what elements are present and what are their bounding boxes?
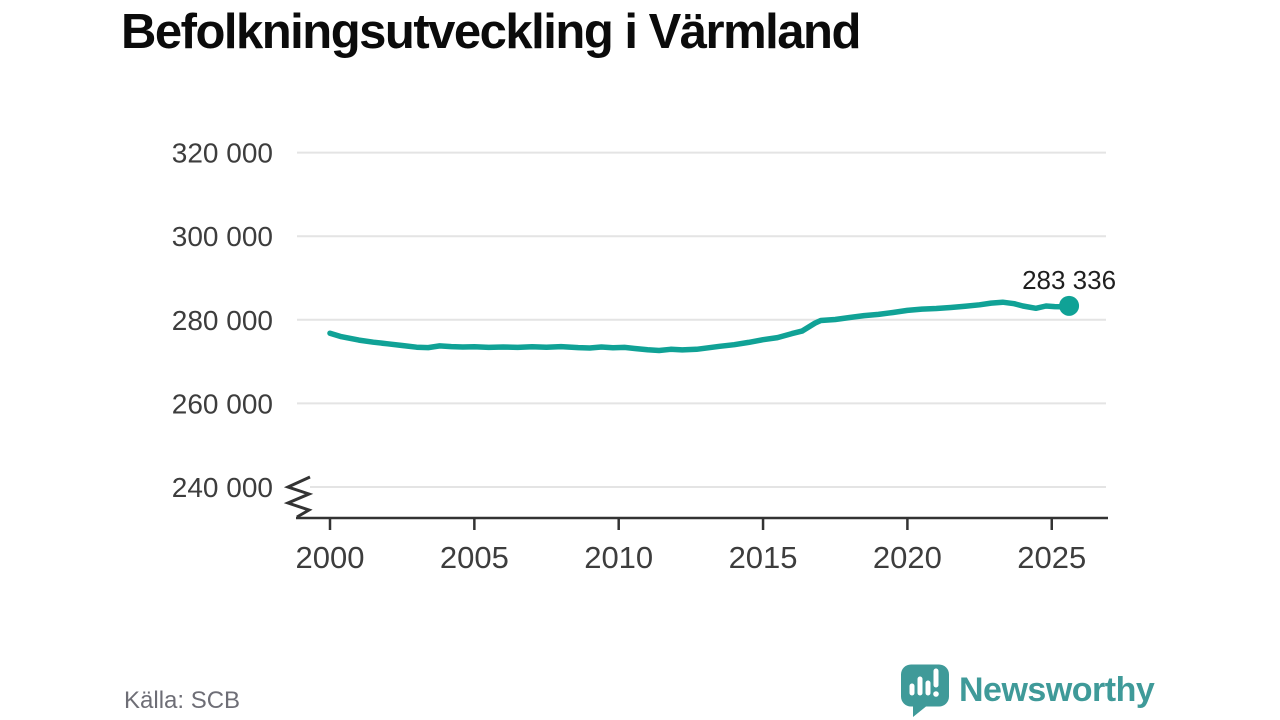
x-tick-label: 2025 <box>1017 540 1086 575</box>
y-tick-label: 280 000 <box>172 305 273 336</box>
y-tick-label: 320 000 <box>172 138 273 169</box>
end-point-dot <box>1059 295 1080 316</box>
bar-2 <box>917 676 923 696</box>
y-tick-label: 240 000 <box>172 472 273 503</box>
x-tick-label: 2020 <box>873 540 942 575</box>
axis-break-mark <box>283 475 314 519</box>
exclamation-bar <box>933 668 939 688</box>
chart-title: Befolkningsutveckling i Värmland <box>121 5 861 59</box>
bar-1 <box>909 683 915 696</box>
brand-name: Newsworthy <box>959 671 1155 709</box>
x-tick-label: 2000 <box>296 540 365 575</box>
y-tick-label: 300 000 <box>172 221 273 252</box>
y-tick-label: 260 000 <box>172 388 273 419</box>
speech-bubble-shape <box>901 664 949 717</box>
bar-3 <box>925 680 931 696</box>
gridlines <box>297 151 1106 488</box>
data-series <box>327 299 1072 354</box>
exclamation-dot <box>933 691 939 697</box>
x-tick-label: 2010 <box>584 540 653 575</box>
x-axis: 2000 2005 2010 2015 2020 2025 <box>283 475 1108 575</box>
y-axis-labels: 240 000 260 000 280 000 300 000 320 000 <box>172 138 273 503</box>
newsworthy-logo-icon <box>901 664 949 717</box>
x-tick-label: 2015 <box>729 540 798 575</box>
brand-logo: Newsworthy <box>900 663 1155 718</box>
annotations: 283 336 <box>1022 265 1116 316</box>
population-line <box>327 299 1072 354</box>
end-value-label: 283 336 <box>1022 265 1116 295</box>
x-tick-label: 2005 <box>440 540 509 575</box>
source-note: Källa: SCB <box>124 687 241 714</box>
